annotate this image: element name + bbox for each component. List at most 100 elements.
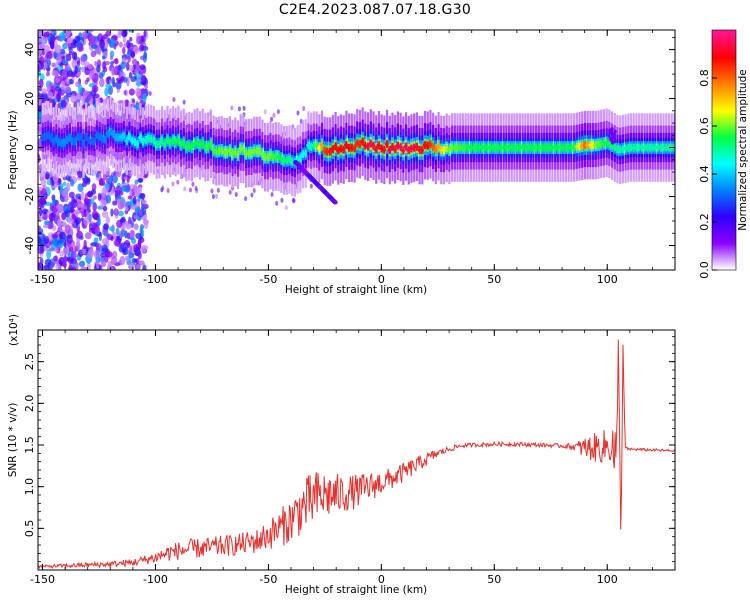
heatmap-cell: [156, 142, 162, 146]
heatmap-cell: [360, 140, 365, 144]
colorbar-cell: [712, 90, 736, 93]
heatmap-cell: [276, 109, 280, 115]
colorbar-cell: [712, 34, 736, 37]
heatmap-cell: [400, 149, 406, 153]
heatmap-cell: [235, 153, 240, 157]
heatmap-cell: [130, 50, 136, 59]
heatmap-cell: [314, 144, 319, 148]
heatmap-cell: [136, 206, 141, 213]
snr-y-scale-label: (x10⁴): [8, 314, 20, 346]
colorbar-cell: [712, 38, 736, 41]
heatmap-cell: [38, 140, 42, 149]
colorbar-cell: [712, 78, 736, 81]
x-tick-label: -100: [143, 573, 168, 586]
heatmap-cell: [108, 175, 112, 185]
heatmap-cell: [110, 266, 115, 270]
heatmap-cell: [143, 30, 147, 38]
heatmap-cell: [48, 212, 56, 222]
heatmap-cell: [140, 75, 145, 83]
heatmap-cell: [104, 87, 109, 97]
heatmap-cell: [97, 192, 102, 201]
heatmap-cell: [124, 139, 129, 143]
x-tick-label: 100: [597, 273, 618, 286]
heatmap-cell: [135, 142, 140, 146]
heatmap-cell: [38, 186, 43, 192]
heatmap-cell: [110, 256, 118, 266]
heatmap-cell: [276, 155, 281, 159]
heatmap-cell: [90, 44, 98, 49]
heatmap-cell: [93, 249, 100, 259]
colorbar-cell: [712, 192, 736, 195]
heatmap-cell: [259, 152, 265, 156]
heatmap-cell: [441, 148, 446, 152]
heatmap-cell: [234, 191, 238, 197]
heatmap-cell: [99, 39, 105, 49]
y-tick-label: -40: [23, 237, 36, 255]
colorbar-cell: [712, 138, 736, 141]
heatmap-cell: [151, 138, 156, 143]
colorbar-cell: [712, 128, 736, 131]
heatmap-cell: [99, 77, 105, 88]
heatmap-cell: [135, 264, 141, 270]
heatmap-cell: [268, 153, 273, 157]
heatmap-cell: [610, 127, 614, 132]
heatmap-cell: [69, 79, 73, 85]
heatmap-cell: [265, 155, 270, 159]
heatmap-cell: [141, 199, 148, 205]
colorbar-cell: [712, 222, 736, 225]
heatmap-cell: [115, 227, 119, 235]
heatmap-cell: [127, 64, 134, 72]
heatmap-cell: [252, 188, 256, 194]
heatmap-cell: [75, 209, 80, 215]
colorbar-cell: [712, 44, 736, 47]
heatmap-cell: [97, 135, 102, 139]
heatmap-cell: [172, 97, 176, 103]
heatmap-cell: [286, 157, 292, 162]
heatmap-cell: [67, 43, 73, 50]
colorbar-cell: [712, 238, 736, 241]
heatmap-cell: [71, 59, 77, 69]
colorbar-cell: [712, 178, 736, 181]
heatmap-cell: [124, 175, 128, 181]
colorbar-cell: [712, 88, 736, 91]
heatmap-cell: [38, 30, 42, 38]
heatmap-cell: [54, 77, 61, 83]
heatmap-cell: [173, 140, 178, 144]
heatmap-cell: [98, 72, 104, 79]
heatmap-cell: [51, 237, 59, 246]
heatmap-cell: [126, 232, 131, 240]
heatmap-cell: [120, 229, 126, 237]
heatmap-cell: [38, 118, 41, 124]
heatmap-cell: [50, 85, 56, 95]
heatmap-cell: [373, 147, 379, 152]
heatmap-cell: [232, 150, 238, 154]
heatmap-cell: [41, 187, 47, 198]
heatmap-cell: [95, 173, 100, 178]
heatmap-cell: [86, 250, 94, 259]
heatmap-cell: [387, 148, 392, 152]
heatmap-cell: [104, 183, 111, 189]
spectrogram-heatmap: [38, 30, 675, 270]
colorbar-cell: [712, 74, 736, 77]
y-tick-label: 20: [23, 92, 36, 106]
heatmap-cell: [257, 149, 262, 153]
x-tick-label: 0: [378, 573, 385, 586]
heatmap-cell: [75, 240, 81, 251]
heatmap-cell: [59, 231, 66, 240]
heatmap-cell: [178, 143, 183, 147]
colorbar-cell: [712, 62, 736, 65]
heatmap-cell: [38, 112, 43, 118]
heatmap-cell: [138, 260, 145, 266]
heatmap-cell: [51, 199, 58, 205]
heatmap-cell: [100, 198, 104, 209]
heatmap-cell: [272, 112, 276, 118]
heatmap-cell: [129, 36, 133, 42]
snr-x-axis-label: Height of straight line (km): [285, 584, 427, 596]
colorbar-cell: [712, 116, 736, 119]
colorbar-cell: [712, 94, 736, 97]
colorbar-cell: [712, 142, 736, 145]
colorbar-cell: [712, 64, 736, 67]
heatmap-cell: [51, 233, 59, 239]
heatmap-cell: [284, 205, 288, 211]
heatmap-cell: [433, 148, 438, 152]
